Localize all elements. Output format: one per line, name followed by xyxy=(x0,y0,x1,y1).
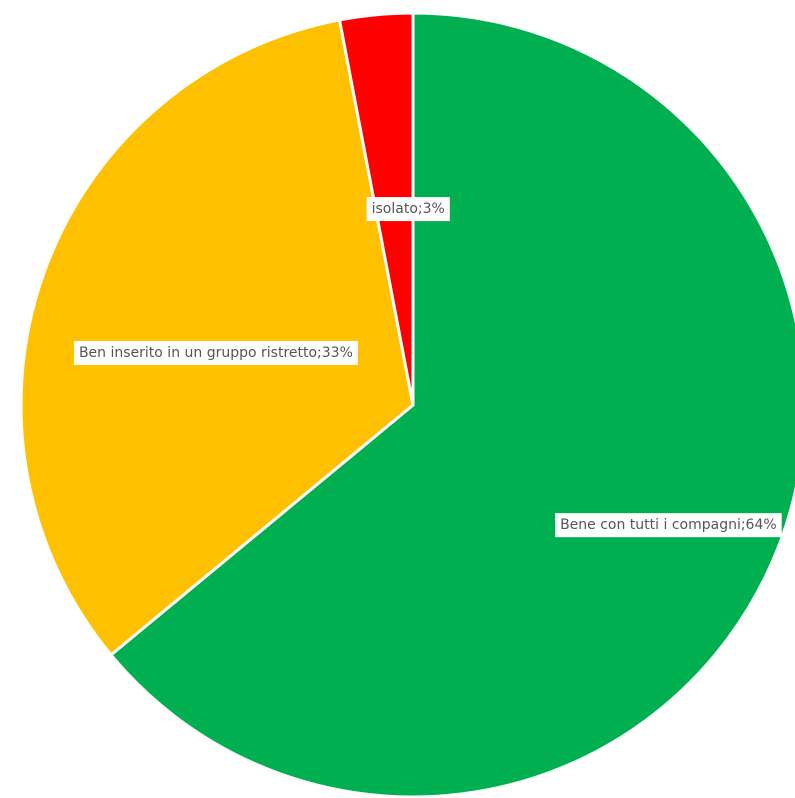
data-label-3: isolato;3% xyxy=(366,197,450,222)
data-label-2: Ben inserito in un gruppo ristretto;33% xyxy=(73,340,358,365)
data-label-1: Bene con tutti i compagni;64% xyxy=(555,513,782,538)
data-label-text: isolato;3% xyxy=(372,201,445,217)
data-label-background xyxy=(555,513,782,538)
data-labels-layer: Bene con tutti i compagni;64% Ben inserit… xyxy=(73,197,782,538)
slices-layer xyxy=(19,11,795,798)
pie-slice-2 xyxy=(19,18,415,657)
data-label-text: Bene con tutti i compagni;64% xyxy=(560,517,777,533)
pie-slice-1 xyxy=(108,11,795,798)
data-label-text: Ben inserito in un gruppo ristretto;33% xyxy=(79,345,353,361)
data-label-background xyxy=(73,340,358,365)
data-label-background xyxy=(366,197,450,222)
